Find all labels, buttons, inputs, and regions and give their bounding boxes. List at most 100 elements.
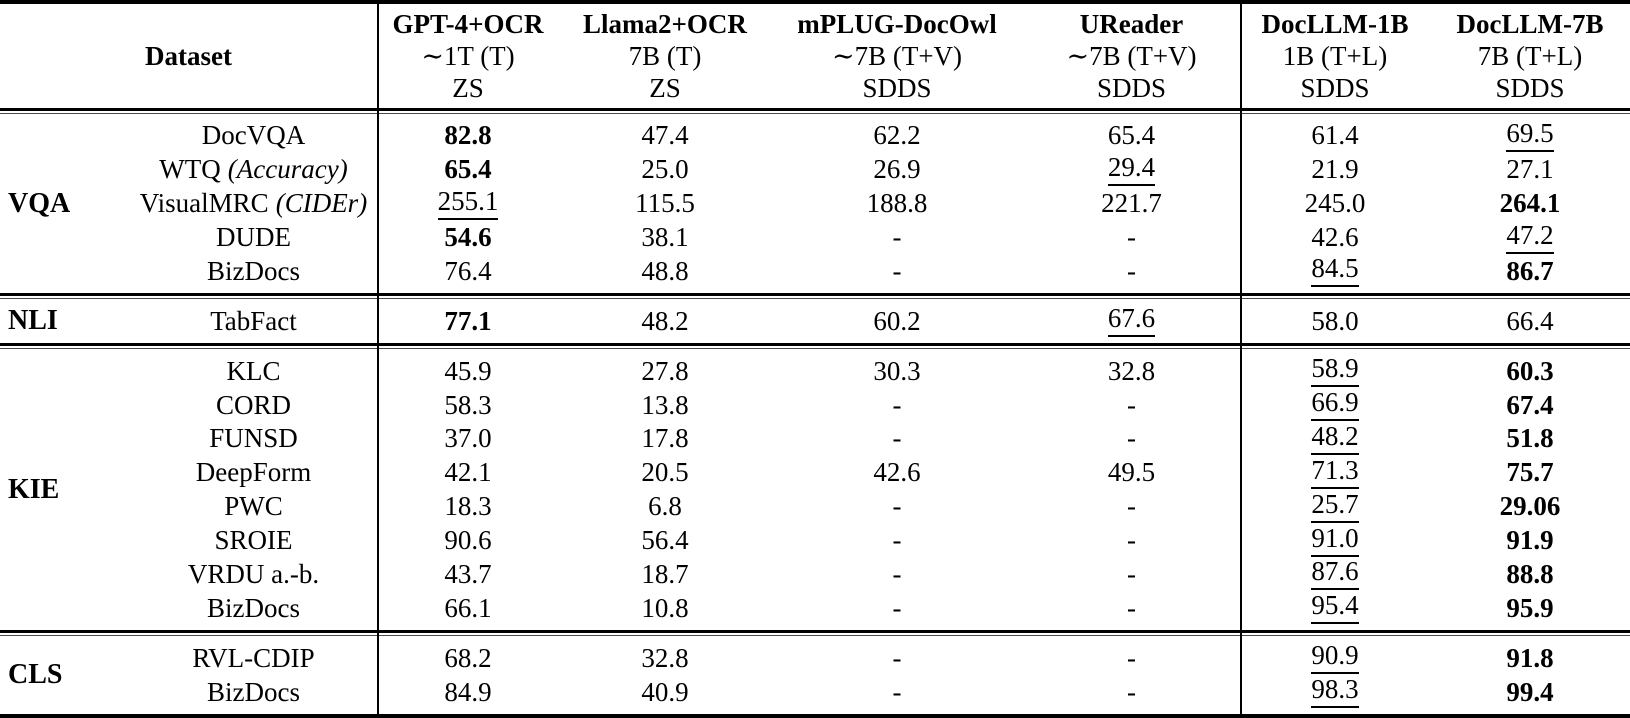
value-cell: 10.8 bbox=[559, 591, 771, 625]
value-text: 62.2 bbox=[873, 120, 921, 151]
dataset-cell: DocVQA bbox=[130, 119, 377, 153]
value-text: - bbox=[1127, 642, 1136, 673]
section-separator-rule bbox=[0, 630, 1630, 637]
value-text: 37.0 bbox=[444, 423, 492, 454]
value-text: - bbox=[892, 491, 902, 522]
value-cell: 86.7 bbox=[1430, 255, 1630, 289]
value-text: - bbox=[1127, 525, 1136, 556]
value-text: 48.2 bbox=[1311, 422, 1359, 455]
model-header-line: SDDS bbox=[1495, 73, 1565, 103]
value-text: 255.1 bbox=[437, 187, 499, 220]
model-header-line: ZS bbox=[649, 73, 681, 103]
value-cell: 56.4 bbox=[559, 524, 771, 558]
value-text: 58.3 bbox=[444, 389, 492, 420]
value-cell: 84.9 bbox=[377, 675, 559, 709]
value-text: 25.7 bbox=[1311, 490, 1359, 523]
value-text: 13.8 bbox=[641, 389, 689, 420]
value-cell: 54.6 bbox=[377, 221, 559, 255]
value-cell: - bbox=[1023, 255, 1240, 289]
value-cell: 75.7 bbox=[1430, 456, 1630, 490]
vertical-rule-after-dataset bbox=[377, 4, 379, 714]
value-cell: 42.6 bbox=[1240, 221, 1430, 255]
model-header-line: 7B (T+L) bbox=[1477, 41, 1583, 71]
model-header-line: mPLUG-DocOwl bbox=[797, 9, 997, 39]
dataset-metric-note: (CIDEr) bbox=[275, 188, 368, 219]
value-text: 245.0 bbox=[1304, 188, 1366, 219]
section-cls: CLS RVL-CDIP 68.2 32.8- -90.9 91.8 BizDocs 84.9… bbox=[0, 636, 1630, 714]
value-text: 98.3 bbox=[1311, 676, 1359, 709]
value-text: - bbox=[892, 558, 902, 589]
model-header-line: SDDS bbox=[1096, 73, 1167, 103]
dataset-name: BizDocs bbox=[207, 592, 300, 623]
value-text: 47.2 bbox=[1506, 221, 1554, 254]
value-cell: - bbox=[1023, 641, 1240, 675]
value-cell: 27.1 bbox=[1430, 153, 1630, 187]
value-cell: 255.1 bbox=[377, 187, 559, 221]
dataset-cell: WTQ (Accuracy) bbox=[130, 153, 377, 187]
value-cell: 221.7 bbox=[1023, 187, 1240, 221]
value-cell: 42.6 bbox=[771, 456, 1023, 490]
value-cell: 58.3 bbox=[377, 388, 559, 422]
value-cell: 38.1 bbox=[559, 221, 771, 255]
model-header-line: UReader bbox=[1079, 9, 1184, 39]
dataset-cell: PWC bbox=[130, 490, 377, 524]
value-text: 30.3 bbox=[873, 355, 921, 386]
dataset-name: SROIE bbox=[214, 525, 293, 556]
value-cell: - bbox=[1023, 591, 1240, 625]
value-cell: 20.5 bbox=[559, 456, 771, 490]
value-cell: 67.6 bbox=[1023, 304, 1240, 338]
dataset-name: DUDE bbox=[216, 222, 291, 253]
dataset-name: DocVQA bbox=[201, 120, 306, 151]
group-label: NLI bbox=[8, 305, 58, 337]
model-header-line: DocLLM-1B bbox=[1261, 9, 1409, 39]
value-text: 67.4 bbox=[1506, 389, 1554, 420]
value-cell: 264.1 bbox=[1430, 187, 1630, 221]
value-text: 221.7 bbox=[1101, 188, 1162, 219]
value-text: - bbox=[892, 389, 902, 420]
value-text: 75.7 bbox=[1506, 457, 1554, 488]
model-header-line: GPT-4+OCR bbox=[392, 9, 544, 39]
value-text: 76.4 bbox=[444, 255, 492, 286]
dataset-cell: DUDE bbox=[130, 221, 377, 255]
model-header-line: ZS bbox=[452, 73, 484, 103]
value-text: - bbox=[1127, 491, 1136, 522]
value-text: - bbox=[892, 525, 902, 556]
dataset-name: DeepForm bbox=[195, 457, 312, 488]
value-text: 29.4 bbox=[1107, 153, 1156, 186]
value-cell: 99.4 bbox=[1430, 675, 1630, 709]
group-label: KIE bbox=[8, 473, 60, 505]
value-text: 115.5 bbox=[635, 188, 695, 219]
value-text: 264.1 bbox=[1499, 188, 1561, 219]
value-cell: 66.4 bbox=[1430, 304, 1630, 338]
value-cell: 61.4 bbox=[1240, 119, 1430, 153]
value-cell: - bbox=[771, 524, 1023, 558]
value-cell: 188.8 bbox=[771, 187, 1023, 221]
value-text: 86.7 bbox=[1506, 255, 1554, 286]
value-text: 60.3 bbox=[1506, 355, 1554, 386]
value-text: 90.9 bbox=[1311, 642, 1359, 675]
dataset-cell: RVL-CDIP bbox=[130, 641, 377, 675]
dataset-cell: KLC bbox=[130, 354, 377, 388]
value-cell: 91.9 bbox=[1430, 524, 1630, 558]
value-text: 67.6 bbox=[1107, 305, 1156, 338]
value-cell: 62.2 bbox=[771, 119, 1023, 153]
model-header-line: Llama2+OCR bbox=[583, 9, 747, 39]
value-text: 29.06 bbox=[1499, 491, 1561, 522]
value-cell: - bbox=[771, 675, 1023, 709]
value-cell: 48.2 bbox=[559, 304, 771, 338]
value-text: 90.6 bbox=[444, 525, 492, 556]
value-text: 48.8 bbox=[641, 255, 689, 286]
dataset-cell: CORD bbox=[130, 388, 377, 422]
dataset-cell: VisualMRC (CIDEr) bbox=[130, 187, 377, 221]
value-cell: 13.8 bbox=[559, 388, 771, 422]
dataset-name: KLC bbox=[226, 355, 281, 386]
dataset-cell: FUNSD bbox=[130, 422, 377, 456]
value-text: 21.9 bbox=[1311, 154, 1359, 185]
value-text: 88.8 bbox=[1506, 558, 1554, 589]
dataset-cell: DeepForm bbox=[130, 456, 377, 490]
dataset-name: BizDocs bbox=[207, 255, 300, 286]
value-text: 91.8 bbox=[1506, 642, 1554, 673]
value-cell: 58.9 bbox=[1240, 354, 1430, 388]
value-cell: 29.4 bbox=[1023, 153, 1240, 187]
value-cell: 32.8 bbox=[1023, 354, 1240, 388]
